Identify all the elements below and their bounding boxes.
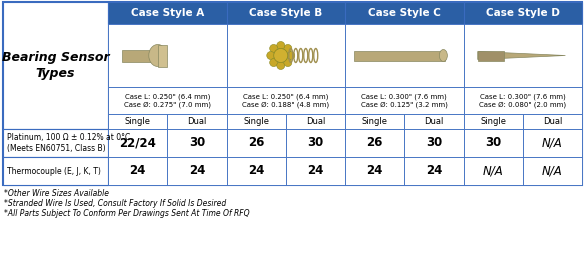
Bar xyxy=(523,157,582,185)
Text: 30: 30 xyxy=(485,136,501,149)
Bar xyxy=(122,49,156,62)
Polygon shape xyxy=(478,52,566,59)
Text: N/A: N/A xyxy=(483,164,504,178)
Text: Dual: Dual xyxy=(187,117,207,126)
Bar xyxy=(226,129,285,157)
Text: Case L: 0.300" (7.6 mm)
Case Ø: 0.125" (3.2 mm): Case L: 0.300" (7.6 mm) Case Ø: 0.125" (… xyxy=(361,93,448,108)
Bar xyxy=(3,129,108,157)
Bar xyxy=(3,2,108,129)
Text: Case L: 0.250" (6.4 mm)
Case Ø: 0.188" (4.8 mm): Case L: 0.250" (6.4 mm) Case Ø: 0.188" (… xyxy=(242,93,329,108)
Bar xyxy=(3,157,108,185)
Bar xyxy=(108,2,226,24)
Bar xyxy=(108,24,226,87)
Bar xyxy=(167,157,226,185)
Bar xyxy=(108,114,167,129)
Text: Dual: Dual xyxy=(424,117,443,126)
Bar xyxy=(523,114,582,129)
Text: Case Style C: Case Style C xyxy=(368,8,441,18)
Text: 24: 24 xyxy=(248,164,264,178)
Text: 24: 24 xyxy=(426,164,442,178)
Bar xyxy=(345,129,404,157)
Text: 30: 30 xyxy=(189,136,205,149)
Bar xyxy=(226,87,345,114)
Circle shape xyxy=(274,48,288,63)
Text: Dual: Dual xyxy=(306,117,325,126)
Text: Single: Single xyxy=(243,117,269,126)
Text: 30: 30 xyxy=(307,136,324,149)
Text: Thermocouple (E, J, K, T): Thermocouple (E, J, K, T) xyxy=(7,166,101,175)
Bar xyxy=(463,157,523,185)
Bar xyxy=(404,114,463,129)
Bar xyxy=(285,129,345,157)
Bar xyxy=(463,24,582,87)
Text: Case Style D: Case Style D xyxy=(486,8,560,18)
Bar xyxy=(463,2,582,24)
Circle shape xyxy=(277,62,285,69)
Text: 26: 26 xyxy=(366,136,383,149)
Text: Case L: 0.300" (7.6 mm)
Case Ø: 0.080" (2.0 mm): Case L: 0.300" (7.6 mm) Case Ø: 0.080" (… xyxy=(479,93,566,108)
Bar xyxy=(3,2,582,185)
Text: Case L: 0.250" (6.4 mm)
Case Ø: 0.275" (7.0 mm): Case L: 0.250" (6.4 mm) Case Ø: 0.275" (… xyxy=(124,93,211,108)
Ellipse shape xyxy=(149,44,167,67)
Bar xyxy=(478,50,504,60)
Text: Case Style B: Case Style B xyxy=(249,8,322,18)
Circle shape xyxy=(287,52,295,59)
Bar xyxy=(226,2,345,24)
Bar xyxy=(345,2,463,24)
Bar xyxy=(463,129,523,157)
Text: Case Style A: Case Style A xyxy=(130,8,204,18)
Text: Platinum, 100 Ω ± 0.12% at 0°C
(Meets EN60751, Class B): Platinum, 100 Ω ± 0.12% at 0°C (Meets EN… xyxy=(7,133,130,153)
Bar xyxy=(345,87,463,114)
Text: N/A: N/A xyxy=(542,164,563,178)
Circle shape xyxy=(284,44,292,52)
Text: *Stranded Wire Is Used, Consult Factory If Solid Is Desired: *Stranded Wire Is Used, Consult Factory … xyxy=(4,199,226,208)
Bar xyxy=(167,114,226,129)
Circle shape xyxy=(267,52,275,59)
Circle shape xyxy=(270,59,278,67)
Bar xyxy=(345,114,404,129)
Bar xyxy=(285,114,345,129)
Text: 26: 26 xyxy=(248,136,264,149)
Bar xyxy=(108,87,226,114)
Bar xyxy=(226,114,285,129)
Bar xyxy=(167,129,226,157)
Text: 24: 24 xyxy=(129,164,146,178)
Bar xyxy=(345,157,404,185)
Circle shape xyxy=(284,59,292,67)
Bar xyxy=(108,129,167,157)
Bar xyxy=(404,157,463,185)
Text: *All Parts Subject To Conform Per Drawings Sent At Time Of RFQ: *All Parts Subject To Conform Per Drawin… xyxy=(4,209,250,218)
Text: 24: 24 xyxy=(366,164,383,178)
Text: 30: 30 xyxy=(426,136,442,149)
Ellipse shape xyxy=(439,49,448,62)
Bar xyxy=(226,157,285,185)
Text: 24: 24 xyxy=(189,164,205,178)
Text: Single: Single xyxy=(362,117,388,126)
Text: Bearing Sensor
Types: Bearing Sensor Types xyxy=(2,52,109,79)
Text: Single: Single xyxy=(125,117,150,126)
Bar xyxy=(226,24,345,87)
Bar xyxy=(345,24,463,87)
Circle shape xyxy=(270,44,278,52)
Bar xyxy=(158,44,167,67)
Bar xyxy=(355,50,445,60)
Bar xyxy=(463,114,523,129)
Text: Single: Single xyxy=(480,117,506,126)
Text: Dual: Dual xyxy=(543,117,562,126)
Bar xyxy=(404,129,463,157)
Bar xyxy=(285,157,345,185)
Text: 22/24: 22/24 xyxy=(119,136,156,149)
Bar xyxy=(523,129,582,157)
Bar xyxy=(108,157,167,185)
Bar xyxy=(463,87,582,114)
Circle shape xyxy=(277,42,285,49)
Text: N/A: N/A xyxy=(542,136,563,149)
Text: 24: 24 xyxy=(307,164,324,178)
Text: *Other Wire Sizes Available: *Other Wire Sizes Available xyxy=(4,189,109,198)
